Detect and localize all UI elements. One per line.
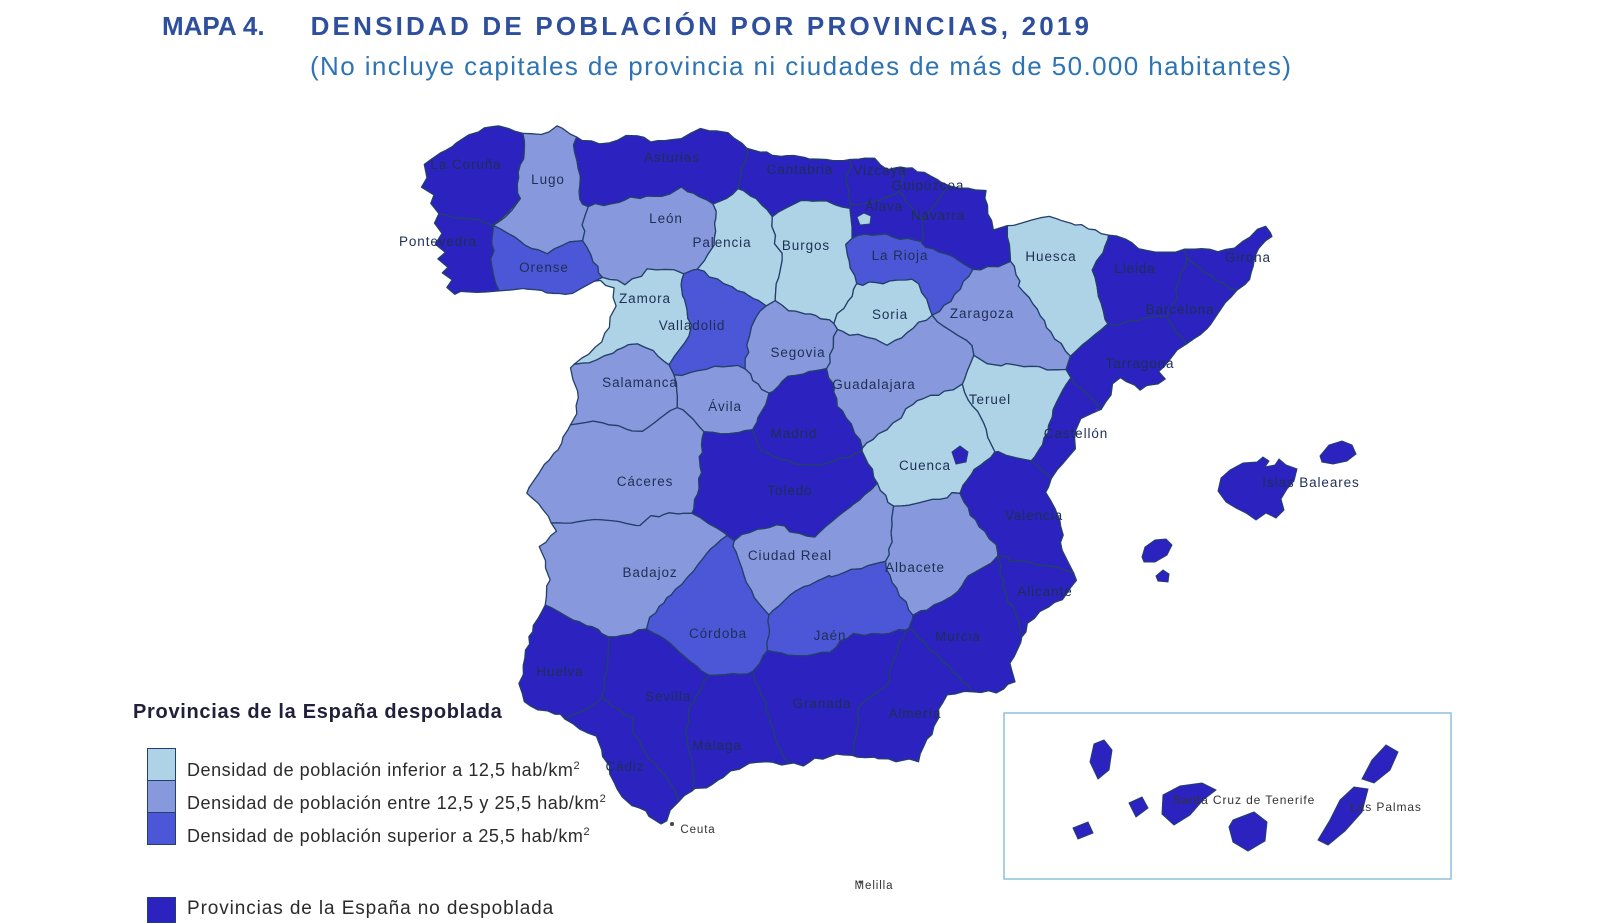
svg-text:Málaga: Málaga — [692, 738, 742, 753]
svg-text:Alicante: Alicante — [1017, 584, 1072, 599]
svg-text:Barcelona: Barcelona — [1146, 302, 1215, 317]
svg-text:Burgos: Burgos — [782, 238, 830, 253]
svg-text:Guipúzcoa: Guipúzcoa — [892, 178, 965, 193]
svg-text:Valencia: Valencia — [1005, 508, 1063, 523]
svg-text:Las Palmas: Las Palmas — [1350, 800, 1422, 814]
svg-text:Álava: Álava — [865, 199, 903, 214]
svg-text:Madrid: Madrid — [771, 426, 818, 441]
svg-text:Valladolid: Valladolid — [659, 318, 726, 333]
svg-text:Pontevedra: Pontevedra — [399, 234, 477, 249]
svg-text:Huelva: Huelva — [536, 664, 583, 679]
svg-text:Huesca: Huesca — [1025, 249, 1076, 264]
svg-text:Murcia: Murcia — [935, 629, 981, 644]
svg-text:Badajoz: Badajoz — [622, 565, 677, 580]
svg-text:Castellón: Castellón — [1044, 426, 1108, 441]
svg-text:Zaragoza: Zaragoza — [950, 306, 1014, 321]
svg-text:Tarragona: Tarragona — [1106, 356, 1175, 371]
svg-text:Navarra: Navarra — [911, 208, 965, 223]
svg-text:Melilla: Melilla — [855, 880, 894, 892]
svg-text:Almería: Almería — [889, 706, 942, 721]
svg-text:La Rioja: La Rioja — [872, 248, 929, 263]
svg-text:Teruel: Teruel — [969, 392, 1011, 407]
svg-text:Asturias: Asturias — [644, 150, 700, 165]
svg-text:Cantabria: Cantabria — [767, 162, 834, 177]
svg-text:Santa Cruz de Tenerife: Santa Cruz de Tenerife — [1173, 793, 1315, 807]
svg-text:Salamanca: Salamanca — [602, 375, 678, 390]
svg-text:Guadalajara: Guadalajara — [832, 377, 915, 392]
svg-text:Jaén: Jaén — [814, 628, 847, 643]
svg-text:Ceuta: Ceuta — [680, 824, 715, 836]
svg-text:Vizcaya: Vizcaya — [853, 163, 906, 178]
svg-text:Lugo: Lugo — [531, 172, 565, 187]
svg-text:Cuenca: Cuenca — [899, 458, 951, 473]
svg-text:Sevilla: Sevilla — [645, 689, 691, 704]
svg-text:Albacete: Albacete — [885, 560, 945, 575]
svg-text:Lleida: Lleida — [1114, 261, 1155, 276]
svg-text:Soria: Soria — [872, 307, 908, 322]
svg-text:Cáceres: Cáceres — [617, 474, 674, 489]
svg-text:Girona: Girona — [1225, 250, 1271, 265]
svg-text:Segovia: Segovia — [770, 345, 825, 360]
svg-text:Toledo: Toledo — [767, 483, 812, 498]
svg-text:Ciudad Real: Ciudad Real — [748, 548, 832, 563]
svg-text:Orense: Orense — [519, 260, 569, 275]
svg-text:León: León — [649, 211, 683, 226]
svg-text:La Coruña: La Coruña — [430, 157, 501, 172]
svg-text:Palencia: Palencia — [693, 235, 752, 250]
svg-text:Islas Baleares: Islas Baleares — [1262, 475, 1359, 490]
svg-text:Cádiz: Cádiz — [605, 759, 644, 774]
svg-text:Ávila: Ávila — [708, 399, 742, 414]
svg-text:Granada: Granada — [793, 696, 852, 711]
svg-text:Zamora: Zamora — [619, 291, 671, 306]
svg-text:Córdoba: Córdoba — [689, 626, 747, 641]
